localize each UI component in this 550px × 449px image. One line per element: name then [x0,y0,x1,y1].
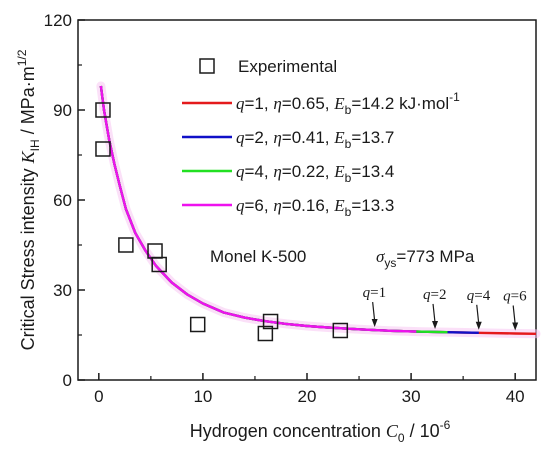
q-arrow-label-6: q=6 [503,289,527,305]
q-arrow-shaft [512,305,516,325]
y-axis-label-unit: / MPa·m [18,66,38,139]
y-tick-label: 60 [53,191,72,210]
x-tick-label: 20 [298,387,317,406]
legend-label-q4: q=4, η=0.22, Eb=13.4 [236,162,394,185]
y-tick-label: 0 [63,371,72,390]
experimental-point [95,102,111,118]
legend-label-q6: q=6, η=0.16, Eb=13.3 [236,196,394,219]
q-arrows: q=1 q=2 q=4 q=6 [363,285,527,331]
q-arrow-head [371,319,378,328]
experimental-point [332,322,349,339]
yield-strength-annotation: σys=773 MPa [376,247,475,270]
x-axis-label-unit: / 10 [405,421,440,441]
x-axis-label-symbol: C [386,421,399,441]
x-axis-label: Hydrogen concentration C0 / 10-6 [190,418,451,445]
q-arrow-head [512,322,519,331]
axes: 0 10 20 30 40 0 30 60 90 120 [44,11,537,406]
y-axis-label: Critical Stress intensity KIH / MPa·m1/2 [15,49,42,350]
x-tick-label: 30 [402,387,421,406]
q-arrow-head [475,321,482,330]
material-annotation: Monel K-500 [210,247,306,266]
y-axis-label-main: Critical Stress intensity [18,163,38,350]
experimental-point [257,325,274,342]
x-axis-label-superscript: -6 [440,418,451,432]
model-curves [96,81,541,339]
x-tick-label: 40 [506,387,525,406]
experimental-point [95,141,111,157]
experimental-point [118,237,134,253]
legend-label-experimental: Experimental [238,57,337,76]
y-axis-label-subscript: IH [28,139,42,151]
legend-label-q2: q=2, η=0.41, Eb=13.7 [236,128,394,151]
q-arrow-shaft [476,304,480,324]
yield-subscript: ys [384,256,396,270]
x-axis-label-main: Hydrogen concentration [190,421,386,441]
yield-symbol: σ [376,247,385,266]
y-axis-label-symbol: K [18,150,38,164]
y-axis-label-superscript: 1/2 [15,49,29,66]
q-arrow-shaft [432,303,436,324]
experimental-points [95,102,349,342]
experimental-point [189,316,206,333]
legend-marker-experimental [199,58,215,74]
x-tick-label: 10 [193,387,212,406]
yield-value: =773 MPa [396,247,475,266]
x-axis-label-subscript: 0 [398,431,405,445]
experimental-point [262,313,279,330]
q-arrow-label-4: q=4 [467,288,491,304]
q-arrow-shaft [372,301,376,322]
q-arrow-label-1: q=1 [363,285,386,301]
y-tick-label: 30 [53,281,72,300]
y-tick-label: 120 [44,11,72,30]
model-curve-q6 [99,85,417,333]
x-tick-label: 0 [94,387,103,406]
y-tick-label: 90 [53,101,72,120]
legend: Experimental q=1, η=0.65, Eb=14.2 kJ·mol-… [182,57,460,219]
legend-label-q1: q=1, η=0.65, Eb=14.2 kJ·mol-1 [236,90,460,117]
q-arrow-head [432,320,439,329]
q-arrow-label-2: q=2 [423,287,446,303]
experimental-point [151,256,167,273]
